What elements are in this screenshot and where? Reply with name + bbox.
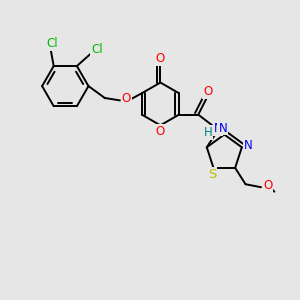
Text: O: O: [122, 92, 131, 105]
Text: O: O: [263, 179, 272, 192]
Text: O: O: [156, 125, 165, 138]
Text: O: O: [156, 52, 165, 65]
Text: O: O: [203, 85, 213, 98]
Text: N: N: [214, 122, 223, 135]
Text: H: H: [204, 126, 212, 139]
Text: N: N: [218, 122, 227, 134]
Text: N: N: [244, 139, 253, 152]
Text: S: S: [208, 168, 216, 181]
Text: Cl: Cl: [91, 43, 103, 56]
Text: Cl: Cl: [46, 37, 58, 50]
